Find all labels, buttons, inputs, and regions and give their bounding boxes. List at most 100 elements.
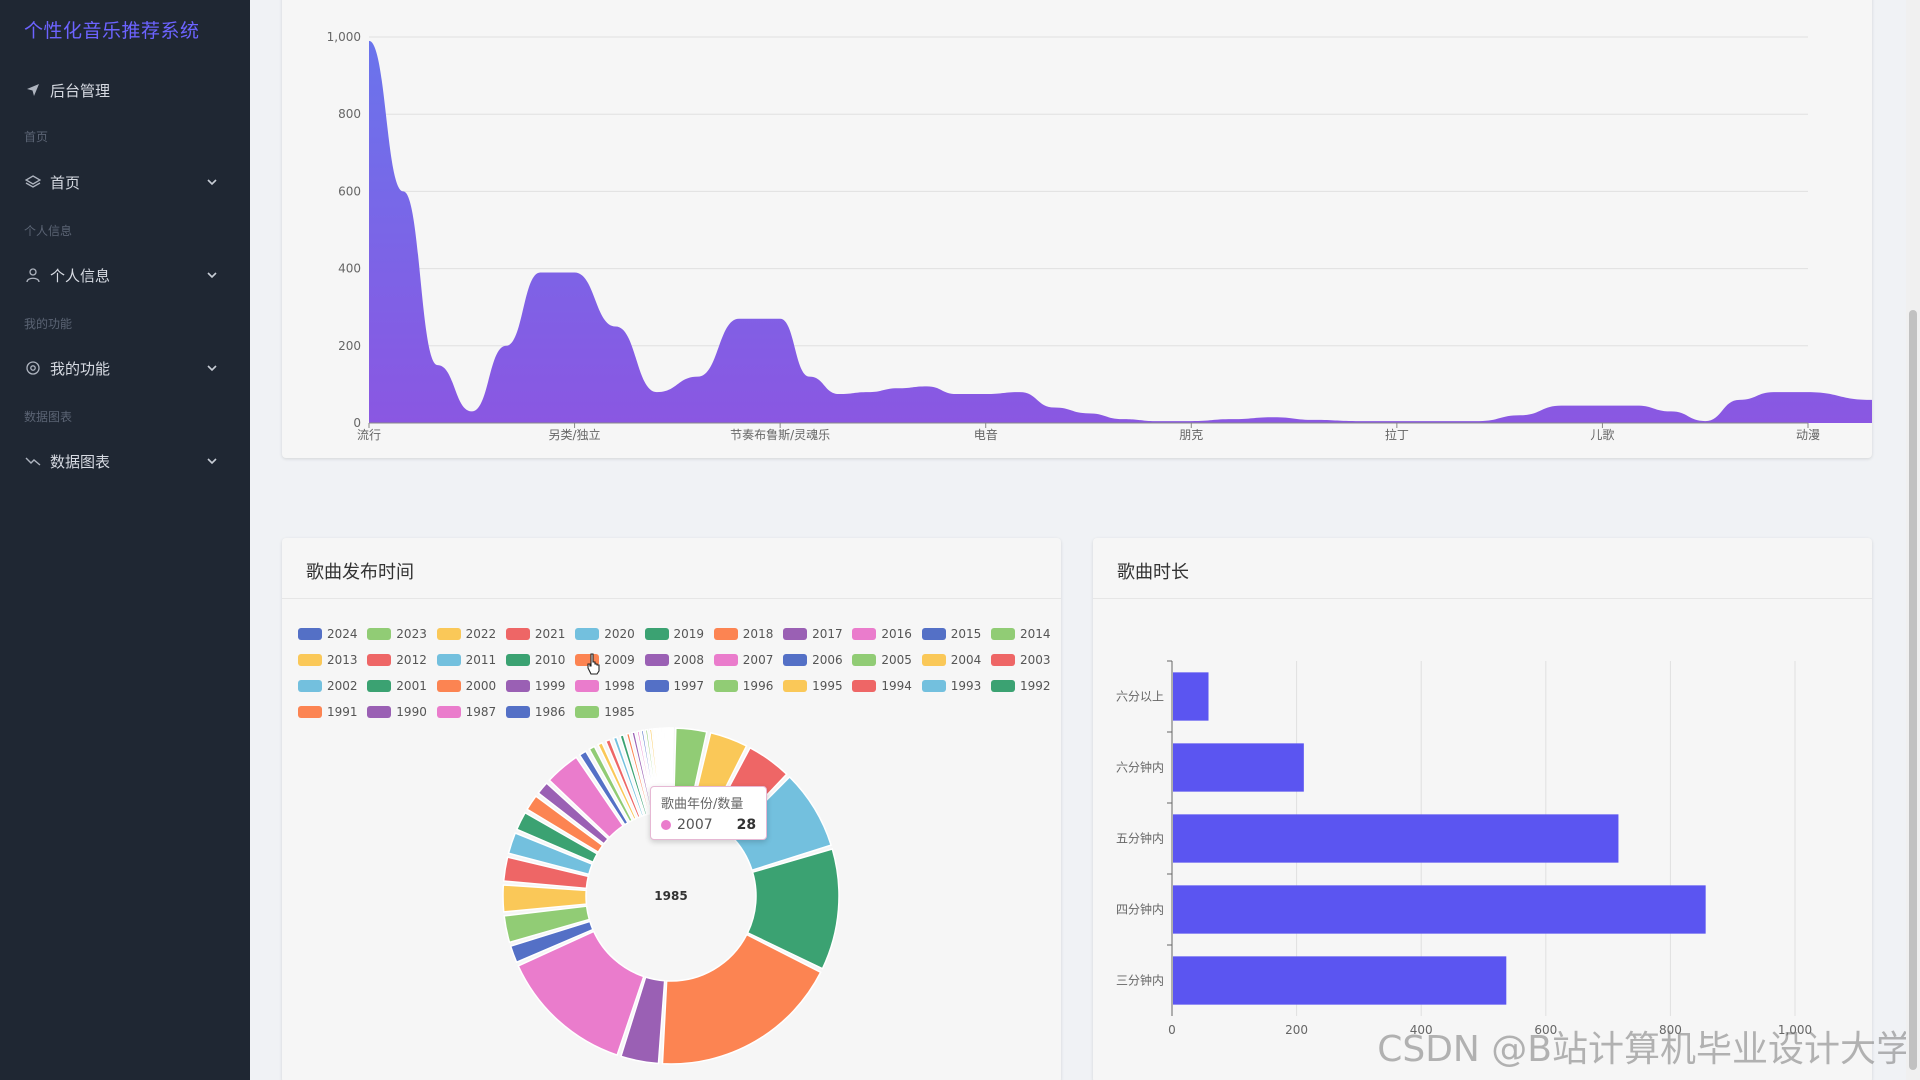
- sidebar-item-functions[interactable]: 我的功能: [0, 348, 250, 388]
- sidebar-item-charts[interactable]: 数据图表: [0, 441, 250, 481]
- tooltip-dot: [661, 820, 671, 830]
- x-tick-label: 动漫: [1796, 428, 1820, 442]
- user-icon: [24, 266, 42, 284]
- legend-swatch: [367, 628, 392, 640]
- sidebar-item-home[interactable]: 首页: [0, 162, 250, 202]
- legend-item[interactable]: 2003: [991, 651, 1051, 669]
- pie-slice[interactable]: [746, 848, 840, 970]
- legend-item[interactable]: 2010: [505, 651, 565, 669]
- pie-slice[interactable]: [502, 856, 590, 890]
- legend-item[interactable]: 2006: [783, 651, 843, 669]
- legend-item[interactable]: 1985: [575, 703, 635, 721]
- legend-item[interactable]: 2013: [298, 651, 358, 669]
- scrollbar-thumb[interactable]: [1909, 310, 1917, 1070]
- pie-slice[interactable]: [619, 976, 666, 1065]
- pie-slice[interactable]: [612, 736, 645, 818]
- chevron-down-icon: [207, 272, 217, 279]
- legend-item[interactable]: 1986: [505, 703, 565, 721]
- sidebar-item-label: 数据图表: [50, 452, 111, 471]
- divider: [1093, 598, 1872, 599]
- pie-slice[interactable]: [729, 775, 833, 872]
- legend-item[interactable]: 2008: [644, 651, 704, 669]
- duration-bar[interactable]: [1173, 956, 1507, 1005]
- legend-item[interactable]: 1998: [575, 677, 635, 695]
- legend-item[interactable]: 1999: [505, 677, 565, 695]
- pie-slice[interactable]: [509, 920, 594, 964]
- legend-item[interactable]: 2015: [921, 625, 981, 643]
- x-tick-label: 流行: [357, 428, 381, 442]
- pie-slice[interactable]: [619, 733, 648, 816]
- legend-swatch: [367, 680, 392, 692]
- legend-item[interactable]: 1996: [713, 677, 773, 695]
- pie-slice[interactable]: [515, 811, 599, 864]
- legend-item[interactable]: 2005: [852, 651, 912, 669]
- y-tick-label: 600: [338, 184, 361, 198]
- pie-slice[interactable]: [661, 933, 822, 1065]
- legend-item[interactable]: 2022: [436, 625, 496, 643]
- pie-slice[interactable]: [502, 884, 588, 913]
- legend-item[interactable]: 2024: [298, 625, 358, 643]
- legend-item[interactable]: 2007: [713, 651, 773, 669]
- pie-slice[interactable]: [604, 738, 642, 819]
- pie-slice[interactable]: [537, 782, 610, 845]
- legend-swatch: [505, 706, 530, 718]
- legend-item[interactable]: 2021: [505, 625, 566, 643]
- sidebar-item-label: 首页: [50, 173, 81, 192]
- legend-item[interactable]: 1994: [852, 677, 912, 695]
- legend-item[interactable]: 1992: [991, 677, 1051, 695]
- legend-item[interactable]: 1993: [921, 677, 982, 695]
- sidebar-item-admin[interactable]: 后台管理: [0, 70, 250, 110]
- duration-bar[interactable]: [1173, 885, 1706, 934]
- duration-bar[interactable]: [1173, 672, 1209, 721]
- page-scrollbar[interactable]: [1906, 0, 1920, 1080]
- pie-slice[interactable]: [526, 795, 604, 854]
- legend-item[interactable]: 1997: [644, 677, 704, 695]
- legend-swatch: [713, 680, 738, 692]
- chevron-down-icon: [207, 179, 217, 186]
- legend-swatch: [991, 654, 1015, 666]
- pie-slice[interactable]: [578, 750, 629, 826]
- pie-slice[interactable]: [625, 732, 651, 815]
- legend-item[interactable]: 2001: [367, 677, 427, 695]
- legend-item[interactable]: 1991: [298, 703, 358, 721]
- genre-area-series[interactable]: [369, 40, 1920, 423]
- legend-item[interactable]: 2004: [921, 651, 981, 669]
- legend-item[interactable]: 1990: [367, 703, 427, 721]
- legend-swatch: [644, 654, 669, 666]
- legend-item[interactable]: 2012: [367, 651, 427, 669]
- legend-item[interactable]: 2019: [644, 625, 705, 643]
- pie-slice[interactable]: [503, 905, 591, 944]
- legend-item[interactable]: 2016: [852, 625, 912, 643]
- legend-item[interactable]: 2023: [367, 625, 427, 643]
- legend-swatch: [367, 706, 392, 718]
- legend-item[interactable]: 2014: [991, 625, 1051, 643]
- pie-slice[interactable]: [507, 832, 594, 876]
- legend-item[interactable]: 2020: [575, 625, 635, 643]
- legend-label: 1993: [950, 679, 982, 693]
- pie-slice[interactable]: [597, 741, 638, 821]
- y-tick-label: 五分钟内: [1116, 831, 1164, 846]
- pie-slice[interactable]: [588, 745, 634, 823]
- legend-label: 2019: [673, 627, 705, 641]
- pie-slice[interactable]: [517, 930, 645, 1057]
- y-tick-label: 1,000: [327, 30, 361, 44]
- legend-swatch: [575, 628, 600, 640]
- legend-item[interactable]: 2011: [436, 651, 496, 669]
- legend-label: 2003: [1020, 653, 1051, 667]
- pie-slice[interactable]: [548, 756, 625, 839]
- legend-item[interactable]: 2000: [436, 677, 496, 695]
- legend-item[interactable]: 2002: [298, 677, 358, 695]
- x-tick-label: 800: [1659, 1023, 1682, 1037]
- genre-area-panel: 0 200 400 600 800 1,000 流行 另类/独立 节奏布鲁斯/灵魂乐 电音 朋克 拉丁…: [282, 0, 1920, 458]
- legend-label: 2012: [396, 653, 427, 667]
- legend-item[interactable]: 2017: [783, 625, 843, 643]
- duration-bar[interactable]: [1173, 743, 1304, 792]
- legend-item[interactable]: 2018: [713, 625, 773, 643]
- duration-bar[interactable]: [1173, 814, 1619, 863]
- legend-label: 2002: [327, 679, 358, 693]
- legend-label: 2021: [534, 627, 566, 641]
- legend-label: 2020: [604, 627, 635, 641]
- legend-item[interactable]: 1987: [436, 703, 496, 721]
- legend-item[interactable]: 1995: [783, 677, 843, 695]
- sidebar-item-profile[interactable]: 个人信息: [0, 255, 250, 295]
